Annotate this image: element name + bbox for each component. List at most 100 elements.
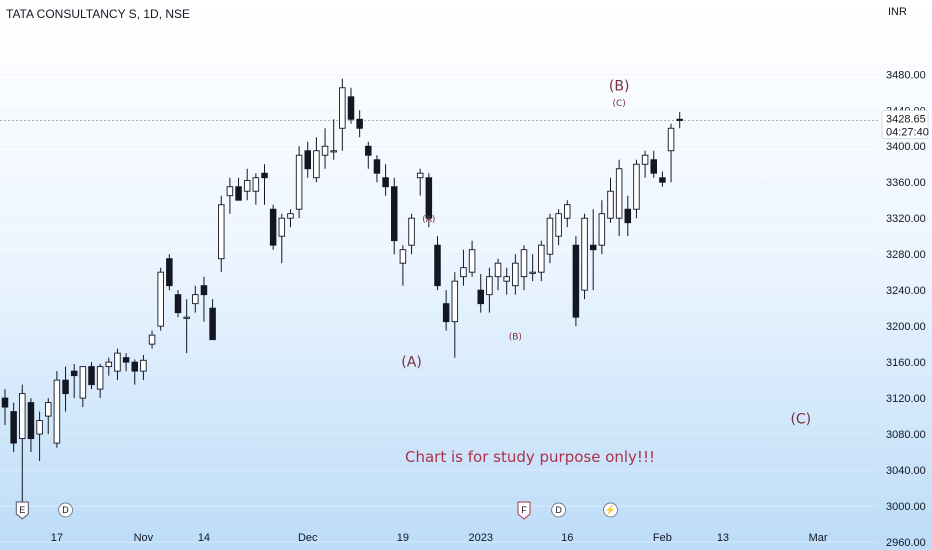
candle-up[interactable] [633, 159, 640, 219]
candle-body [287, 213, 294, 219]
candle-up[interactable] [399, 245, 407, 286]
candle-up[interactable] [598, 200, 606, 255]
candle-down[interactable] [477, 273, 485, 313]
earnings-icon[interactable]: E [15, 501, 29, 520]
candle-up[interactable] [79, 366, 87, 408]
candle-down[interactable] [131, 359, 138, 385]
candle-up[interactable] [339, 78, 346, 151]
candle-up[interactable] [252, 173, 260, 205]
dividend-icon[interactable]: D [58, 502, 74, 518]
candle-up[interactable] [226, 177, 234, 214]
candle-down[interactable] [659, 171, 666, 187]
candle-down[interactable] [356, 110, 363, 138]
candle-up[interactable] [555, 209, 562, 246]
candle-up[interactable] [192, 285, 199, 313]
candle-up[interactable] [460, 249, 467, 286]
candle-body [451, 280, 459, 323]
candle-up[interactable] [607, 177, 614, 223]
candle-down[interactable] [347, 87, 355, 124]
candle-up[interactable] [581, 213, 588, 300]
candle-down[interactable] [88, 362, 95, 390]
candle-up[interactable] [148, 330, 156, 349]
candle-body [70, 370, 78, 377]
candle-down[interactable] [425, 173, 433, 228]
candle-up[interactable] [564, 200, 571, 228]
candle-down[interactable] [676, 112, 683, 129]
candle-down[interactable] [122, 353, 130, 372]
candle-up[interactable] [313, 137, 320, 183]
candle-down[interactable] [200, 276, 208, 322]
candle-up[interactable] [546, 213, 554, 264]
candle-down[interactable] [27, 398, 35, 453]
candle-body [598, 213, 606, 246]
candle-down[interactable] [365, 141, 372, 169]
candle-up[interactable] [538, 240, 545, 282]
price-axis[interactable]: 3480.003440.003400.003360.003320.003280.… [886, 69, 926, 549]
candle-up[interactable] [408, 213, 415, 255]
candle-down[interactable] [261, 164, 268, 205]
candle-down[interactable] [650, 150, 658, 178]
candle-up[interactable] [615, 159, 623, 237]
candle-up[interactable] [468, 240, 476, 277]
candle-up[interactable] [45, 398, 52, 435]
candle-down[interactable] [442, 290, 450, 331]
candle-down[interactable] [10, 402, 17, 453]
candle-down[interactable] [434, 236, 441, 291]
candle-up[interactable] [321, 128, 329, 169]
candle-up[interactable] [529, 254, 536, 282]
candle-up[interactable] [520, 245, 528, 291]
candle-body [62, 379, 69, 395]
candle-up[interactable] [105, 357, 113, 376]
candle-up[interactable] [36, 411, 43, 462]
candle-up[interactable] [243, 168, 251, 201]
candle-up[interactable] [157, 267, 164, 331]
candle-down[interactable] [304, 141, 312, 178]
candle-down[interactable] [166, 254, 173, 291]
candle-down[interactable] [572, 236, 580, 327]
candle-up[interactable] [217, 195, 225, 273]
candle-body [538, 244, 545, 273]
candle-up[interactable] [96, 363, 104, 399]
marker-shape [517, 501, 531, 520]
candle-up[interactable] [114, 348, 121, 381]
candle-up[interactable] [53, 371, 61, 448]
candle-up[interactable] [295, 146, 303, 219]
time-axis[interactable]: 17 Nov 14 Dec 19 2023 16 Feb 13 Mar [51, 532, 828, 544]
candle-body [148, 334, 156, 345]
candle-down[interactable] [62, 366, 69, 412]
wave-label: (A) [422, 215, 435, 225]
candle-down[interactable] [391, 177, 398, 255]
candle-up[interactable] [486, 267, 493, 313]
candle-down[interactable] [382, 164, 389, 196]
candle-up[interactable] [512, 254, 519, 295]
financials-flag-icon[interactable]: F [517, 501, 531, 520]
candle-down[interactable] [1, 389, 9, 426]
news-icon[interactable]: ⚡ [603, 502, 618, 518]
candle-up[interactable] [278, 213, 286, 264]
candle-up[interactable] [330, 119, 337, 160]
price-tick-label: 3120.00 [886, 393, 926, 405]
candle-up[interactable] [287, 209, 294, 228]
candle-up[interactable] [416, 168, 424, 196]
candle-down[interactable] [624, 195, 632, 237]
candles-layer [1, 78, 683, 502]
candle-up[interactable] [494, 258, 502, 291]
dividend-icon[interactable]: D [551, 502, 567, 518]
candle-up[interactable] [667, 123, 675, 183]
candle-up[interactable] [641, 150, 649, 178]
candle-down[interactable] [70, 363, 78, 399]
candle-up[interactable] [451, 272, 459, 358]
candle-body [641, 154, 649, 165]
candle-down[interactable] [269, 204, 277, 250]
candle-up[interactable] [140, 354, 147, 381]
candle-down[interactable] [174, 290, 182, 318]
candle-down[interactable] [373, 155, 381, 183]
candle-up[interactable] [503, 267, 510, 295]
candle-down[interactable] [235, 177, 242, 201]
candle-down[interactable] [209, 299, 216, 341]
candle-up[interactable] [19, 384, 26, 502]
candle-down[interactable] [589, 209, 597, 291]
candle-up[interactable] [183, 299, 190, 354]
